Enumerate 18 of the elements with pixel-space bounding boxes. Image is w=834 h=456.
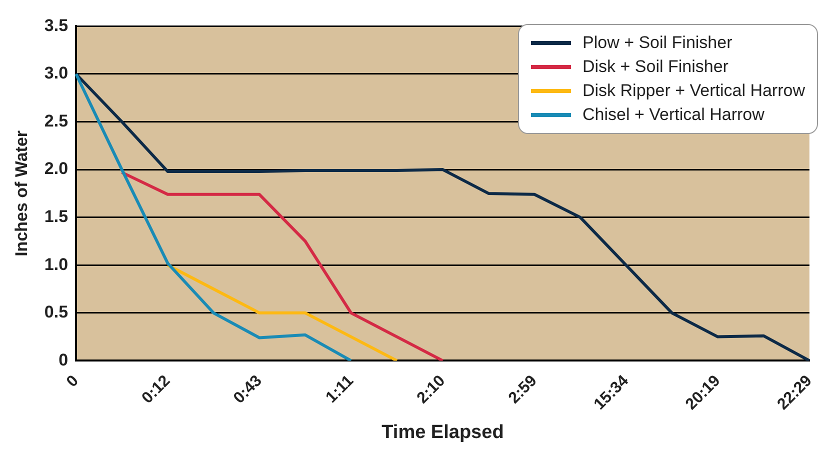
x-tick-label: 0:12	[138, 372, 174, 408]
x-tick-label: 0	[64, 372, 82, 391]
y-tick-label: 1.0	[44, 254, 68, 274]
y-tick-label: 2.5	[44, 111, 68, 130]
y-tick-label: 2.0	[44, 159, 68, 178]
x-axis-title: Time Elapsed	[382, 422, 504, 443]
x-tick-label: 1:11	[322, 372, 358, 406]
y-tick-label: 3.5	[44, 16, 68, 35]
y-tick-label: 1.5	[44, 207, 68, 226]
legend-label: Disk + Soil Finisher	[582, 56, 728, 78]
y-tick-label: 0.5	[44, 302, 68, 322]
legend-label: Plow + Soil Finisher	[582, 32, 732, 54]
y-axis-title: Inches of Water	[12, 130, 31, 256]
y-tick-label: 0	[58, 350, 68, 370]
y-tick-label: 3.0	[44, 64, 68, 83]
legend-label: Chisel + Vertical Harrow	[582, 104, 764, 126]
legend-label: Disk Ripper + Vertical Harrow	[582, 80, 805, 102]
x-tick-label: 0:43	[230, 372, 266, 408]
